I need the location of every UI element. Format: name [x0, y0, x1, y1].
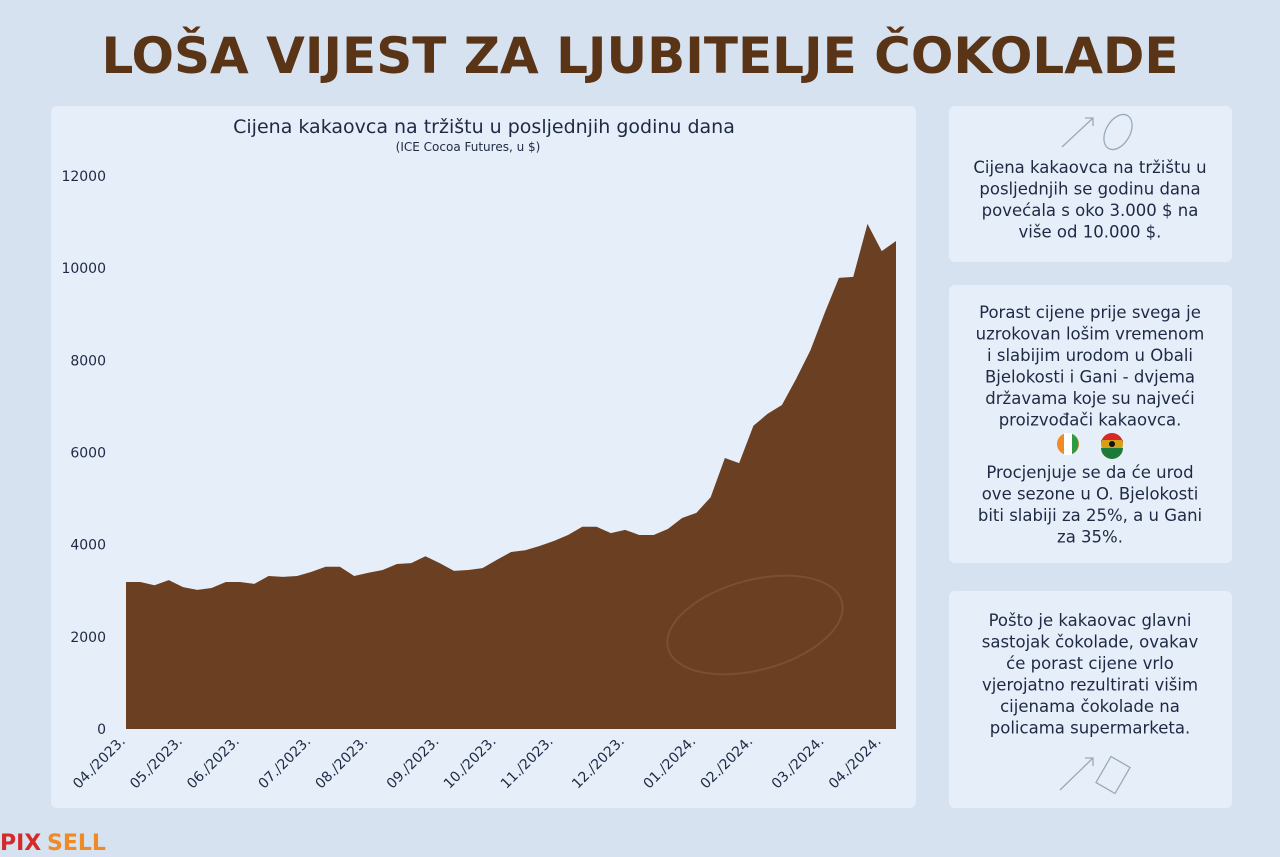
panel-text: biti slabiji za 25%, a u Gani	[978, 506, 1202, 525]
panel-text: Pošto je kakaovac glavni	[989, 611, 1192, 630]
panel-text: vjerojatno rezultirati višim	[982, 676, 1198, 695]
panel-text: sastojak čokolade, ovakav	[982, 633, 1199, 652]
panel-text: proizvođači kakaovca.	[999, 411, 1182, 430]
panel-text: više od 10.000 $.	[1019, 223, 1162, 242]
chart-subtitle: (ICE Cocoa Futures, u $)	[396, 140, 541, 154]
y-tick-label: 10000	[61, 261, 106, 277]
panel-text: će porast cijene vrlo	[1006, 654, 1174, 673]
panel-text: Bjelokosti i Gani - dvjema	[985, 368, 1195, 387]
y-tick-label: 4000	[70, 538, 106, 554]
info-panel	[949, 591, 1232, 808]
panel-text: za 35%.	[1057, 528, 1123, 547]
logo-part: SELL	[47, 831, 106, 853]
y-tick-label: 6000	[70, 446, 106, 462]
y-tick-label: 8000	[70, 353, 106, 369]
panel-text: posljednjih se godinu dana	[979, 180, 1200, 199]
info-panel	[949, 106, 1232, 262]
panel-text: policama supermarketa.	[990, 719, 1190, 738]
main-title: LOŠA VIJEST ZA LJUBITELJE ČOKOLADE	[101, 26, 1178, 85]
panel-text: Porast cijene prije svega je	[979, 303, 1201, 322]
chart-title: Cijena kakaovca na tržištu u posljednjih…	[233, 116, 735, 138]
panel-text: uzrokovan lošim vremenom	[976, 325, 1205, 344]
info-panel	[949, 285, 1232, 563]
panel-text: i slabijim urodom u Obali	[987, 346, 1193, 365]
y-tick-label: 2000	[70, 630, 106, 646]
y-tick-label: 12000	[61, 169, 106, 185]
y-tick-label: 0	[97, 722, 106, 738]
cocoa-watermark	[666, 574, 844, 676]
area	[126, 223, 896, 729]
panel-text: cijenama čokolade na	[1000, 697, 1180, 716]
panel-text: ove sezone u O. Bjelokosti	[982, 485, 1199, 504]
logo-part: PIX	[0, 831, 41, 853]
panel-text: Cijena kakaovca na tržištu u	[973, 158, 1206, 177]
panel-text: povećala s oko 3.000 $ na	[982, 201, 1199, 220]
panel-text: Procjenjuje se da će urod	[986, 463, 1193, 482]
flags	[1057, 433, 1123, 459]
panel-text: državama koje su najveći	[985, 389, 1194, 408]
cocoa-icon	[1059, 113, 1133, 795]
